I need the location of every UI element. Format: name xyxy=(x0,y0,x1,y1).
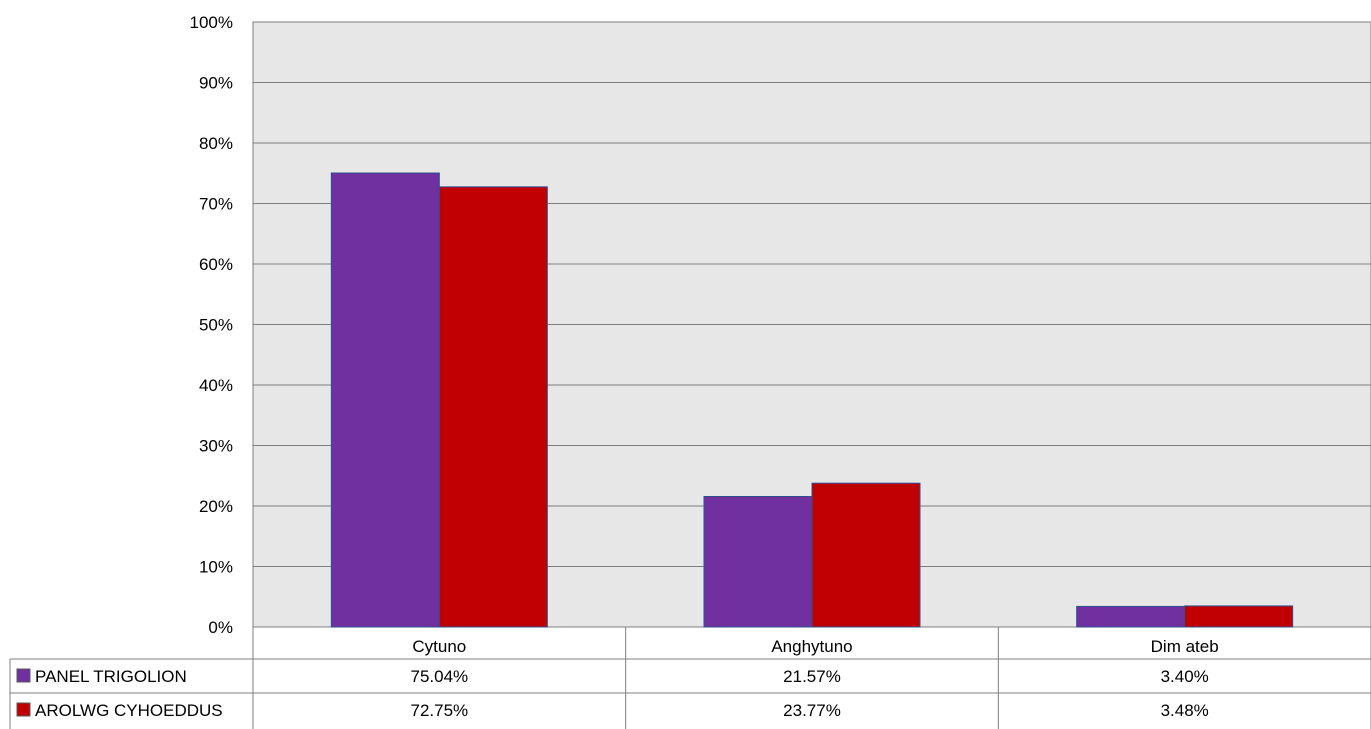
y-tick-label: 80% xyxy=(199,134,233,153)
data-label: 75.04% xyxy=(410,667,468,686)
y-tick-label: 100% xyxy=(190,13,233,32)
y-axis-ticks: 0% 10% 20% 30% 40% 50% 60% 70% 80% 90% 100% xyxy=(190,13,233,637)
data-label: 23.77% xyxy=(783,701,841,720)
x-category-label: Cytuno xyxy=(412,637,466,656)
y-tick-label: 90% xyxy=(199,74,233,93)
data-label: 72.75% xyxy=(410,701,468,720)
bar xyxy=(1184,605,1294,628)
y-tick-label: 20% xyxy=(199,497,233,516)
bar xyxy=(330,172,440,628)
y-tick-label: 50% xyxy=(199,316,233,335)
legend-swatch xyxy=(16,702,31,717)
y-tick-label: 60% xyxy=(199,255,233,274)
x-category-label: Anghytuno xyxy=(771,637,852,656)
legend-series-name: AROLWG CYHOEDDUS xyxy=(35,701,223,720)
legend-series-name: PANEL TRIGOLION xyxy=(35,667,187,686)
data-table: Cytuno Anghytuno Dim ateb PANEL TRIGOLION 75… xyxy=(9,627,1371,729)
x-category-label: Dim ateb xyxy=(1151,637,1219,656)
y-tick-label: 40% xyxy=(199,376,233,395)
bar xyxy=(811,482,921,628)
y-tick-label: 0% xyxy=(208,618,233,637)
y-tick-label: 70% xyxy=(199,195,233,214)
y-tick-label: 10% xyxy=(199,558,233,577)
legend-swatch xyxy=(16,668,31,683)
data-label: 21.57% xyxy=(783,667,841,686)
bar xyxy=(438,186,548,628)
bars xyxy=(330,172,1294,628)
data-label: 3.40% xyxy=(1161,667,1209,686)
y-tick-label: 30% xyxy=(199,437,233,456)
data-label: 3.48% xyxy=(1161,701,1209,720)
bar xyxy=(703,496,813,628)
bar xyxy=(1076,605,1186,628)
